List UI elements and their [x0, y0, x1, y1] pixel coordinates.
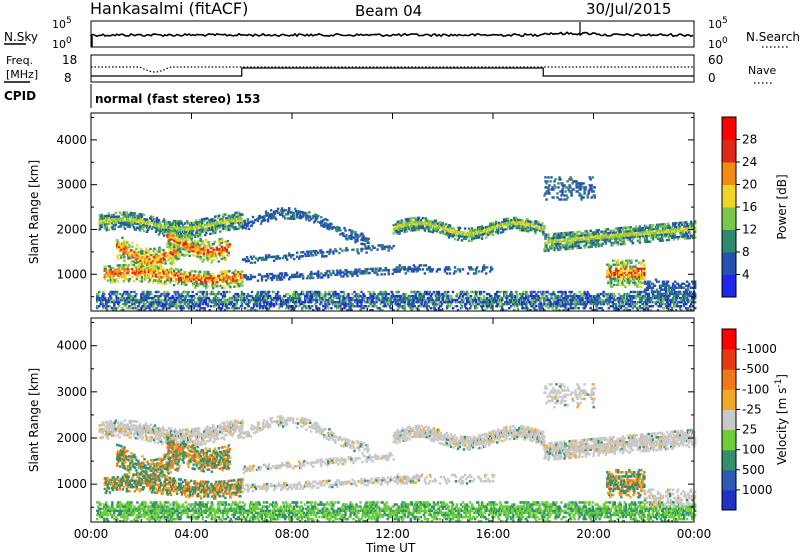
nsearch-tick-top: 105 — [708, 16, 728, 31]
y-axis-label: Slant Range [km] — [27, 160, 41, 264]
colorbar-swatch — [722, 329, 736, 350]
power-panel: 1000 2000 3000 4000 Slant Range [km] 4 8 12 16 20… — [27, 113, 789, 311]
colorbar-swatch — [722, 470, 736, 491]
freq-tick-top: 18 — [62, 53, 77, 67]
nsky-tick-bottom: 100 — [52, 36, 72, 51]
nave-label: Nave — [748, 64, 776, 77]
x-axis-label: Time UT — [365, 541, 416, 554]
colorbar-tick-label: 500 — [742, 463, 765, 477]
colorbar-tick-label: 100 — [742, 443, 765, 457]
freq-tick-bottom: 8 — [64, 71, 72, 85]
colorbar-tick-label: 8 — [742, 245, 750, 259]
colorbar-tick-label: -1000 — [742, 342, 777, 356]
colorbar-swatch — [722, 252, 736, 275]
nave-tick-top: 60 — [708, 53, 723, 67]
y-tick-label: 3000 — [56, 385, 87, 399]
freq-trace — [91, 67, 694, 76]
x-tick-label: 16:00 — [476, 527, 511, 541]
colorbar-tick-label: 4 — [742, 268, 750, 282]
velocity-panel-cells — [96, 383, 696, 522]
colorbar-tick-label: 24 — [742, 155, 757, 169]
y-tick-label: 3000 — [56, 178, 87, 192]
cpid-text: normal (fast stereo) 153 — [95, 92, 261, 106]
colorbar-label: Power [dB] — [775, 174, 789, 239]
y-tick-label: 1000 — [56, 477, 87, 491]
date-title: 30/Jul/2015 — [586, 0, 671, 18]
x-tick-label: 20:00 — [576, 527, 611, 541]
heatmap-panels: 1000 2000 3000 4000 Slant Range [km] 4 8 12 16 20… — [27, 113, 789, 541]
y-tick-label: 4000 — [56, 339, 87, 353]
nsky-label: N.Sky — [4, 30, 38, 44]
colorbar-swatch — [722, 349, 736, 370]
beam-title: Beam 04 — [355, 2, 422, 20]
colorbar-swatch — [722, 140, 736, 163]
colorbar-tick-label: 28 — [742, 133, 757, 147]
colorbar-tick-label: 25 — [742, 423, 757, 437]
colorbar-tick-label: 16 — [742, 200, 757, 214]
colorbar-tick-label: 20 — [742, 178, 757, 192]
nsearch-label: N.Search — [746, 30, 800, 44]
y-axis-label: Slant Range [km] — [27, 368, 41, 472]
colorbar-swatch — [722, 275, 736, 298]
freq-label-line2: [MHz] — [6, 68, 38, 81]
x-tick-label: 00:00 — [74, 527, 109, 541]
colorbar-tick-label: 1000 — [742, 483, 773, 497]
nsky-tick-top: 105 — [52, 16, 72, 31]
colorbar-swatch — [722, 450, 736, 471]
x-tick-label: 00:00 — [677, 527, 712, 541]
colorbar-label: Velocity [m s-1] — [774, 374, 789, 465]
station-title: Hankasalmi (fitACF) — [90, 0, 248, 18]
y-tick-label: 1000 — [56, 267, 87, 281]
power-panel-colorbar: 4 8 12 16 20 24 28 Power [dB] — [722, 117, 789, 298]
x-tick-label: 08:00 — [275, 527, 310, 541]
colorbar-swatch — [722, 490, 736, 511]
freq-line — [91, 68, 694, 76]
colorbar-swatch — [722, 207, 736, 230]
x-tick-label: 12:00 — [375, 527, 410, 541]
freq-label-line1: Freq. — [6, 54, 33, 67]
colorbar-swatch — [722, 185, 736, 208]
colorbar-tick-label: -100 — [742, 382, 769, 396]
nave-tick-bottom: 0 — [708, 71, 716, 85]
x-tick-label: 04:00 — [174, 527, 209, 541]
y-tick-label: 2000 — [56, 431, 87, 445]
colorbar-tick-label: -25 — [742, 402, 762, 416]
colorbar-tick-label: 12 — [742, 223, 757, 237]
nsky-line — [91, 32, 693, 36]
colorbar-swatch — [722, 230, 736, 253]
velocity-panel-colorbar: 1000 500 100 25 -25 -100 -500 -1000 Velocity [m … — [722, 329, 789, 511]
y-tick-label: 4000 — [56, 133, 87, 147]
y-tick-label: 2000 — [56, 222, 87, 236]
nsearch-tick-bottom: 100 — [708, 36, 728, 51]
nsky-trace — [91, 22, 693, 47]
power-panel-cells — [96, 176, 696, 311]
cpid-label: CPID — [4, 89, 36, 103]
colorbar-swatch — [722, 117, 736, 140]
colorbar-tick-label: -500 — [742, 362, 769, 376]
colorbar-swatch — [722, 409, 736, 430]
colorbar-swatch — [722, 369, 736, 390]
colorbar-swatch — [722, 162, 736, 185]
velocity-panel: 1000 2000 3000 4000 Slant Range [km] 00:00 04:… — [27, 318, 789, 541]
colorbar-swatch — [722, 430, 736, 451]
colorbar-swatch — [722, 389, 736, 410]
